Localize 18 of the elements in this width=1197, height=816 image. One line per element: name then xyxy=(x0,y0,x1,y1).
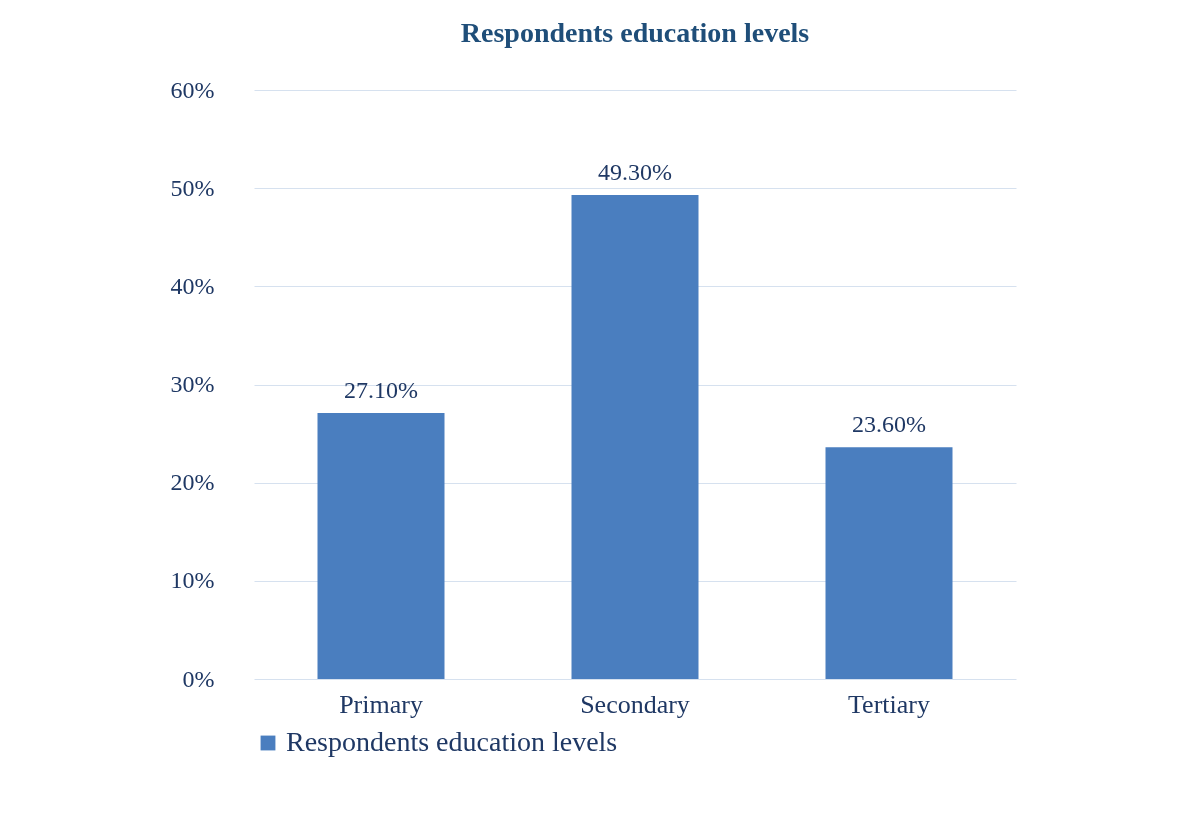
data-label: 49.30% xyxy=(598,159,672,186)
legend-label: Respondents education levels xyxy=(286,726,618,757)
y-tick-label: 30% xyxy=(170,371,215,397)
bar xyxy=(571,195,699,679)
y-tick-label: 0% xyxy=(182,665,215,692)
x-tick-label: Tertiary xyxy=(848,689,930,719)
y-tick-label: 20% xyxy=(170,469,215,496)
y-tick-label: 60% xyxy=(170,76,215,103)
bar xyxy=(317,412,445,679)
bar xyxy=(825,447,953,679)
x-tick-label: Primary xyxy=(339,689,423,719)
data-label: 23.60% xyxy=(852,411,926,438)
data-label: 27.10% xyxy=(344,376,418,403)
y-tick-label: 40% xyxy=(170,272,215,299)
y-tick-label: 10% xyxy=(170,567,215,594)
y-tick-label: 50% xyxy=(170,174,215,201)
chart-title: Respondents education levels xyxy=(460,17,810,48)
x-tick-label: Secondary xyxy=(580,689,690,719)
